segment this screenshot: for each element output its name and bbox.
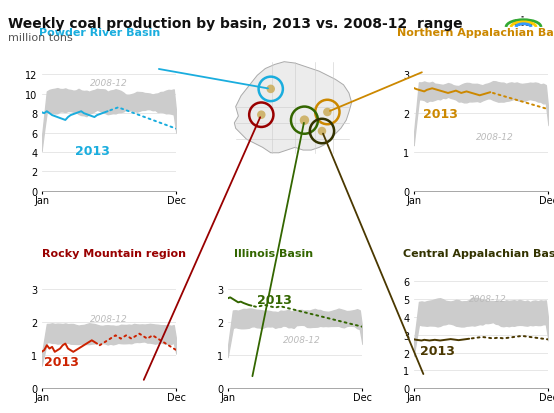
Circle shape — [257, 111, 265, 120]
Text: 2013: 2013 — [44, 355, 79, 368]
Circle shape — [318, 128, 326, 136]
Polygon shape — [234, 62, 352, 153]
Circle shape — [323, 109, 332, 117]
Text: million tons: million tons — [8, 33, 73, 43]
Text: 2008-12: 2008-12 — [90, 78, 128, 88]
Text: 2008-12: 2008-12 — [469, 294, 507, 303]
Text: 2013: 2013 — [258, 294, 292, 306]
Text: eia: eia — [513, 17, 534, 29]
Circle shape — [300, 116, 309, 126]
Text: Weekly coal production by basin, 2013 vs. 2008-12  range: Weekly coal production by basin, 2013 vs… — [8, 17, 463, 31]
Text: Northern Appalachian Basin: Northern Appalachian Basin — [397, 28, 554, 38]
Text: 2008-12: 2008-12 — [283, 335, 321, 344]
Text: 2008-12: 2008-12 — [90, 315, 128, 323]
Text: Central Appalachian Basin: Central Appalachian Basin — [403, 248, 554, 258]
Text: 2008-12: 2008-12 — [476, 133, 514, 142]
Text: 2013: 2013 — [420, 344, 455, 358]
Circle shape — [266, 85, 275, 94]
Text: Illinois Basin: Illinois Basin — [234, 248, 314, 258]
Text: Rocky Mountain region: Rocky Mountain region — [42, 248, 186, 258]
Text: Powder River Basin: Powder River Basin — [39, 28, 160, 38]
Text: 2013: 2013 — [75, 144, 110, 157]
Text: 2013: 2013 — [423, 107, 458, 120]
